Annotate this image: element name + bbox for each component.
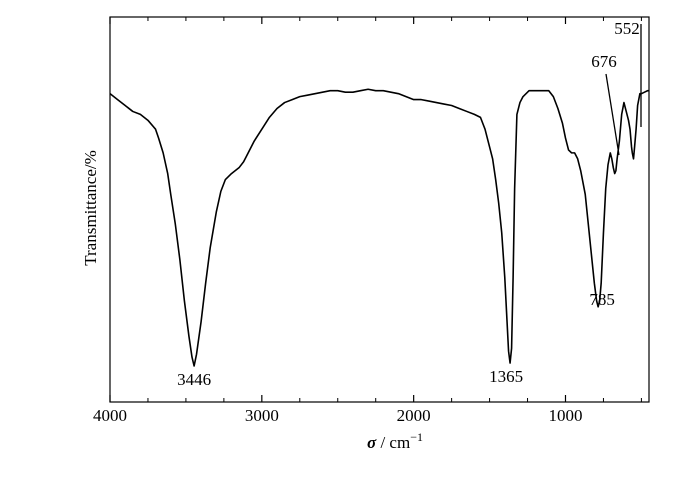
peak-label-3446: 3446 [177,370,211,389]
peak-leader-line-676 [605,73,620,156]
x-tick-label: 2000 [397,406,431,425]
x-axis-title: σ / cm−1 [367,430,423,452]
x-axis-title-unit: / cm [376,433,410,452]
x-tick-label: 3000 [245,406,279,425]
peak-label-676: 676 [591,52,617,71]
x-axis-title-symbol: σ [367,433,377,452]
y-axis-title: Transmittance/% [81,150,100,266]
x-tick-label: 4000 [93,406,127,425]
peak-label-785: 785 [589,290,615,309]
spectrum-line [109,88,649,367]
x-axis-title-exponent: −1 [410,430,423,444]
peak-label-1365: 1365 [489,367,523,386]
x-tick-label: 1000 [548,406,582,425]
peak-label-552: 552 [614,19,640,38]
plot-frame [109,16,650,403]
